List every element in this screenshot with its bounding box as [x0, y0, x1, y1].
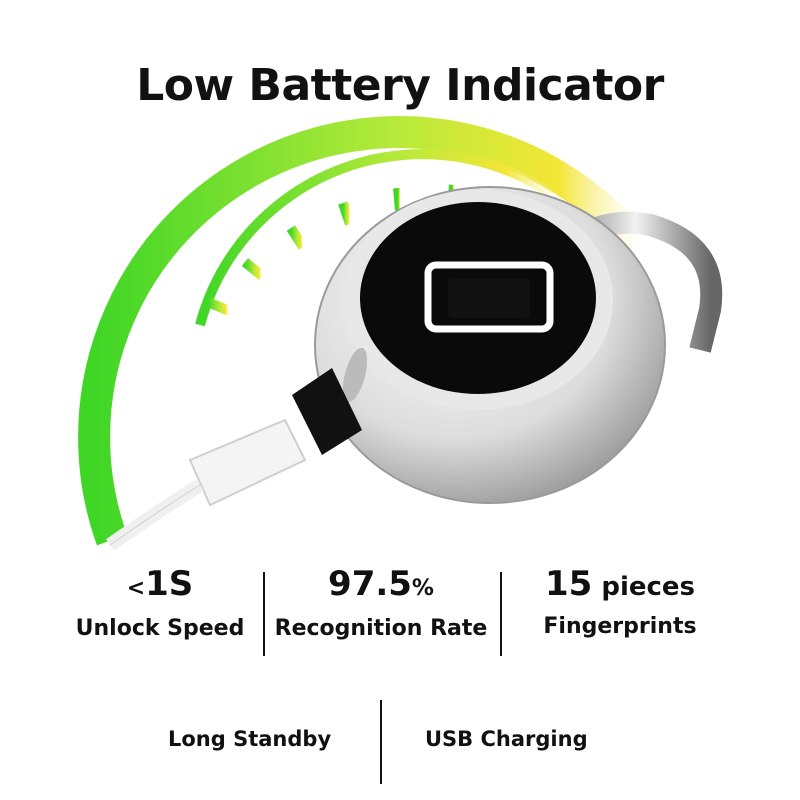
page-title: Low Battery Indicator: [136, 60, 664, 111]
stat-label: Unlock Speed: [75, 616, 245, 641]
stat-recognition-rate: 97.5% Recognition Rate: [268, 562, 494, 647]
divider: [500, 572, 502, 656]
stat-value: 97.5: [328, 564, 412, 604]
stat-label: Recognition Rate: [274, 616, 488, 641]
divider: [380, 700, 382, 784]
stat-label: Fingerprints: [543, 614, 697, 639]
stat-value: 15: [544, 564, 593, 604]
stat-suffix: pieces: [592, 572, 696, 602]
stat-prefix: <: [126, 576, 146, 601]
stat-fingerprints: 15 pieces Fingerprints: [510, 562, 730, 645]
usb-plug-boot: [292, 368, 362, 455]
stat-unlock-speed: <1S Unlock Speed: [60, 562, 260, 647]
stat-suffix: %: [411, 576, 434, 601]
feature-usb-charging: USB Charging: [425, 727, 588, 751]
usb-plug: [188, 418, 307, 507]
fingerprint-sensor: [424, 261, 554, 333]
divider: [263, 572, 265, 656]
battery-gauge-arc: [78, 116, 653, 546]
stat-value: 1S: [145, 564, 194, 604]
feature-long-standby: Long Standby: [168, 727, 332, 751]
